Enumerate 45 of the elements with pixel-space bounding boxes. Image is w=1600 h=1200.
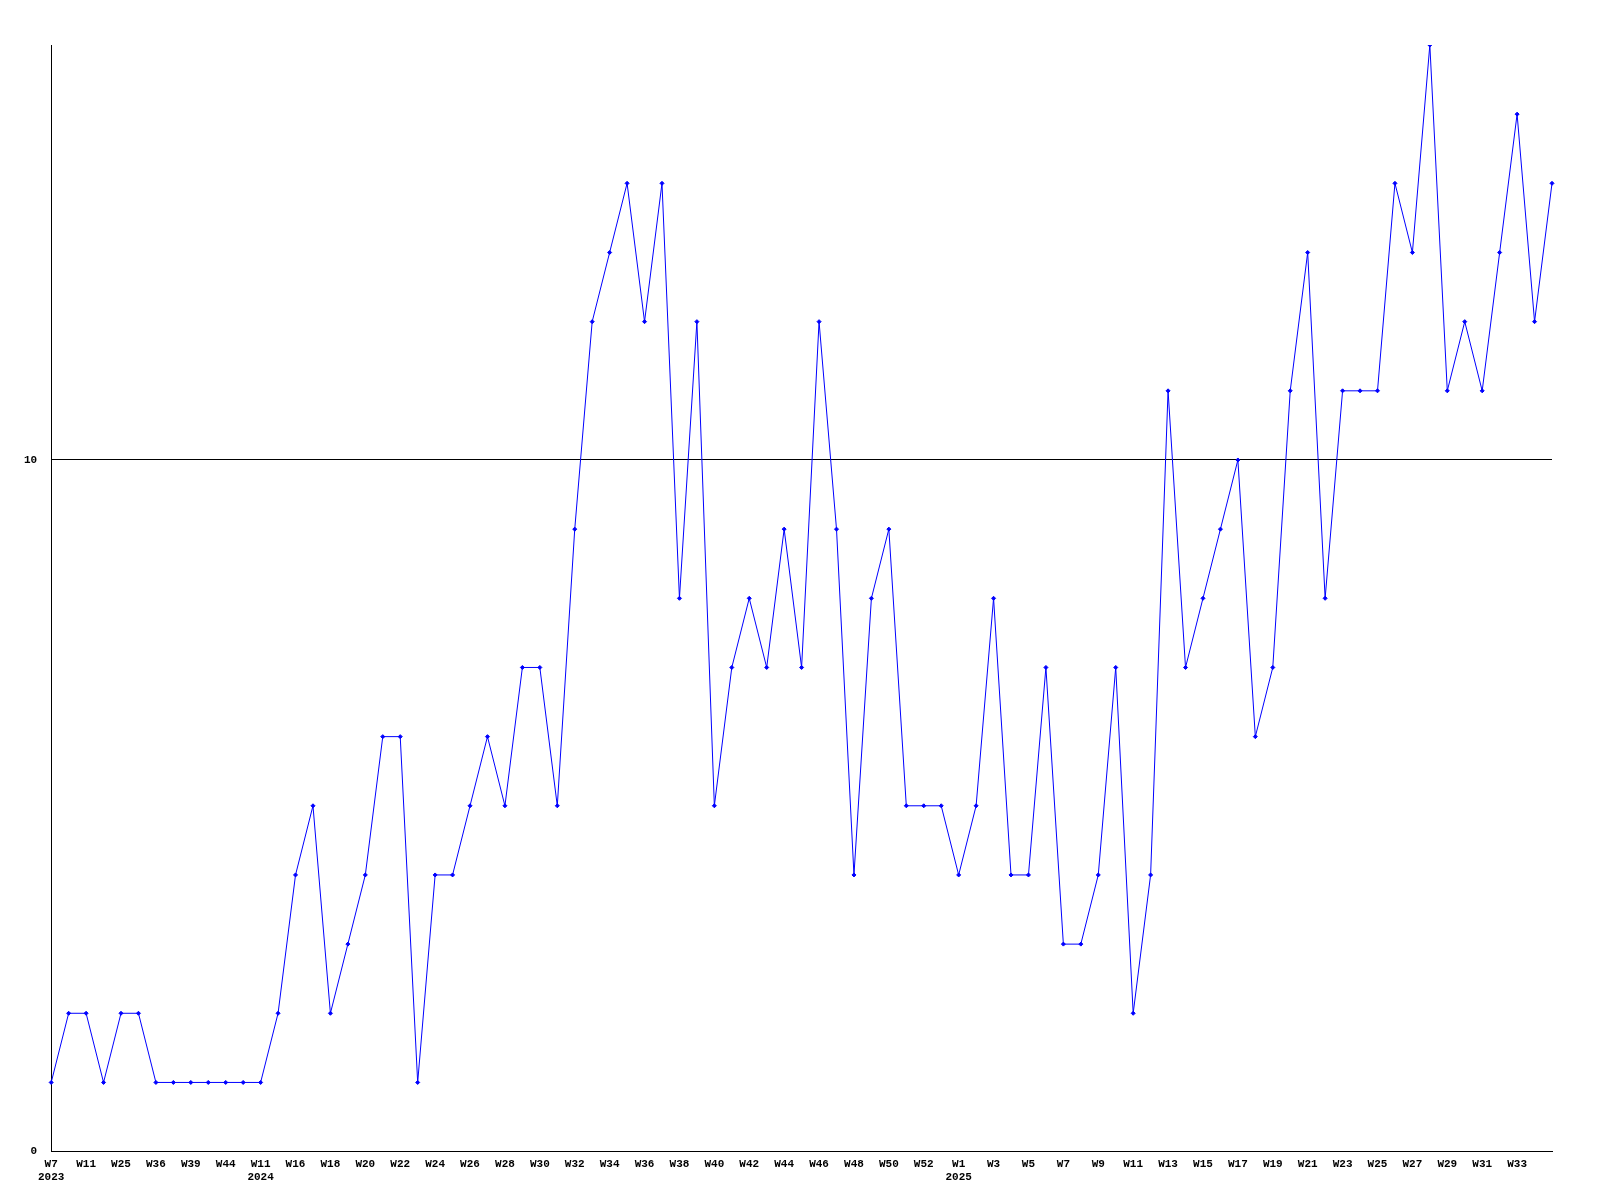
x-tick-label: W36 [634, 1157, 655, 1170]
x-tick-label: W13 [1158, 1157, 1179, 1170]
y-tick-label: 0 [30, 1145, 38, 1158]
x-tick-label: W25 [111, 1157, 132, 1170]
x-tick-label: W23 [1332, 1157, 1353, 1170]
x-tick-label: W19 [1262, 1157, 1283, 1170]
x-tick-label: W1 2025 [945, 1157, 973, 1184]
x-tick-label: W3 [986, 1157, 1001, 1170]
x-tick-label: W22 [390, 1157, 411, 1170]
x-tick-label: W40 [704, 1157, 725, 1170]
x-tick-label: W38 [669, 1157, 690, 1170]
x-tick-label: W9 [1091, 1157, 1105, 1170]
x-tick-label: W50 [878, 1157, 899, 1170]
x-tick-label: W25 [1367, 1157, 1388, 1170]
x-tick-label: W33 [1507, 1157, 1528, 1170]
x-tick-label: W52 [913, 1157, 934, 1170]
x-tick-label: W7 [1056, 1157, 1070, 1170]
x-tick-label: W11 2024 [247, 1157, 275, 1184]
x-tick-label: W5 [1021, 1157, 1036, 1170]
x-tick-label: W32 [564, 1157, 585, 1170]
x-tick-label: W46 [809, 1157, 829, 1170]
x-tick-label: W7 2023 [38, 1157, 65, 1184]
x-tick-label: W11 [76, 1157, 97, 1170]
x-tick-label: W48 [844, 1157, 865, 1170]
x-tick-label: W31 [1472, 1157, 1493, 1170]
x-tick-label: W24 [425, 1157, 446, 1170]
x-tick-label: W42 [739, 1157, 760, 1170]
x-tick-label: W29 [1437, 1157, 1458, 1170]
x-tick-label: W15 [1193, 1157, 1214, 1170]
x-tick-label: W28 [495, 1157, 516, 1170]
x-tick-label: W27 [1402, 1157, 1423, 1170]
x-tick-label: W18 [320, 1157, 341, 1170]
x-tick-label: W20 [355, 1157, 376, 1170]
x-tick-label: W16 [285, 1157, 306, 1170]
x-tick-label: W44 [774, 1157, 795, 1170]
x-tick-label: W44 [215, 1157, 237, 1170]
y-tick-label: 10 [24, 453, 38, 466]
x-tick-label: W36 [146, 1157, 166, 1170]
x-tick-label: W34 [599, 1157, 620, 1170]
x-tick-label: W17 [1227, 1157, 1248, 1170]
x-tick-label: W26 [460, 1157, 480, 1170]
x-tick-label: W11 [1123, 1157, 1144, 1170]
x-tick-label: W30 [529, 1157, 550, 1170]
x-tick-label: W21 [1297, 1157, 1318, 1170]
x-tick-label: W39 [180, 1157, 201, 1170]
